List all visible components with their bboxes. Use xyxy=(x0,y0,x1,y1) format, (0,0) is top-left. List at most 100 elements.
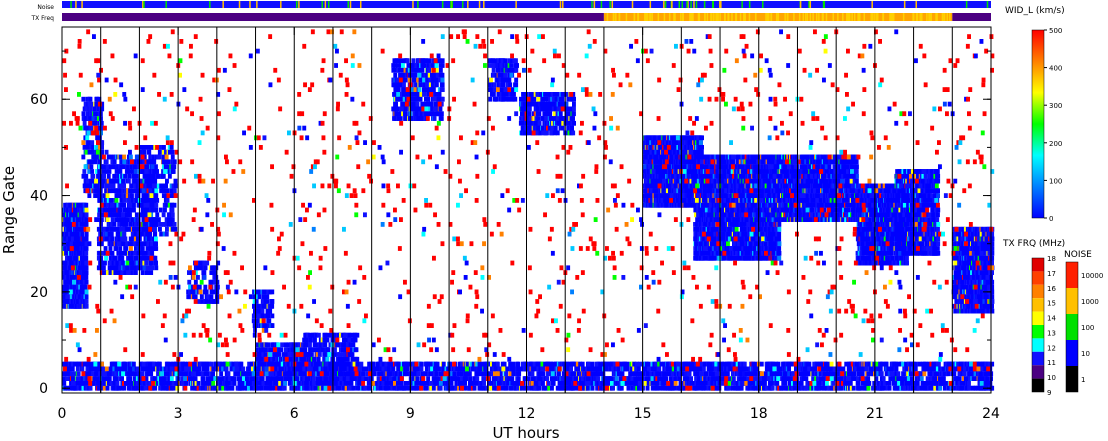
tx-freq-mark xyxy=(615,13,617,21)
tx-freq-mark xyxy=(871,13,874,21)
tx-freq-mark xyxy=(680,13,682,21)
data-cell xyxy=(107,188,112,194)
data-cell xyxy=(158,226,162,232)
data-cell xyxy=(214,275,219,280)
data-cell xyxy=(552,130,557,136)
data-cell xyxy=(503,72,508,78)
data-cell xyxy=(675,164,680,170)
data-cell xyxy=(394,101,398,107)
data-cell xyxy=(354,347,359,353)
data-cell xyxy=(193,270,198,275)
data-cell xyxy=(67,275,72,280)
data-cell xyxy=(97,212,102,218)
noise-strip-mark xyxy=(611,1,614,8)
data-cell xyxy=(146,270,151,275)
data-cell xyxy=(487,82,492,88)
data-cell xyxy=(644,178,649,184)
data-cell xyxy=(106,270,110,275)
data-cell xyxy=(504,77,509,83)
data-cell xyxy=(118,246,123,251)
data-cell xyxy=(127,207,132,213)
data-cell xyxy=(162,231,167,237)
data-cell xyxy=(70,217,75,222)
tx-freq-mark xyxy=(663,13,666,21)
data-cell xyxy=(312,342,317,348)
data-cell xyxy=(550,96,554,102)
data-cell xyxy=(432,116,437,121)
data-cell xyxy=(496,67,501,73)
data-cell xyxy=(284,347,289,353)
tx-freq-mark xyxy=(710,13,712,21)
data-cell xyxy=(159,231,164,237)
data-cell xyxy=(118,169,123,174)
data-cell xyxy=(105,193,110,198)
data-cell xyxy=(68,265,72,271)
noise-strip-mark xyxy=(678,1,681,8)
data-cell xyxy=(134,231,139,237)
data-cell xyxy=(538,130,543,136)
data-cell xyxy=(423,63,428,68)
data-cell xyxy=(268,356,273,362)
data-cell xyxy=(488,96,493,102)
data-cell xyxy=(265,294,270,300)
data-cell xyxy=(148,159,153,165)
data-cell xyxy=(267,318,272,324)
data-cell xyxy=(140,270,145,275)
data-cell xyxy=(268,371,273,377)
noise-strip-mark xyxy=(693,1,695,8)
data-cell xyxy=(394,106,399,112)
data-cell xyxy=(187,294,192,300)
data-cell xyxy=(648,193,653,198)
tx-freq-mark xyxy=(776,13,778,21)
data-cell xyxy=(156,217,161,222)
data-cell xyxy=(215,279,220,285)
tx-freq-mark xyxy=(674,13,676,21)
data-cell xyxy=(91,116,96,121)
data-cell xyxy=(396,87,401,92)
data-cell xyxy=(261,347,266,353)
data-cell xyxy=(496,58,501,64)
data-cell xyxy=(126,164,131,170)
data-cell xyxy=(402,87,407,92)
data-cell xyxy=(169,145,174,150)
data-cell xyxy=(114,270,119,275)
data-cell xyxy=(200,265,205,271)
data-cell xyxy=(489,77,493,83)
data-cell xyxy=(199,294,204,300)
data-cell xyxy=(527,111,532,117)
data-cell xyxy=(109,222,114,227)
data-cell xyxy=(521,92,526,97)
data-cell xyxy=(402,96,407,102)
data-cell xyxy=(170,222,175,227)
data-cell xyxy=(650,154,655,160)
noise-strip-mark xyxy=(238,1,241,8)
data-cell xyxy=(415,82,420,88)
data-cell xyxy=(108,164,113,170)
data-cell xyxy=(170,226,175,232)
data-cell xyxy=(212,299,217,304)
data-cell xyxy=(195,265,200,271)
data-cell xyxy=(418,77,423,83)
tx-freq-mark xyxy=(744,13,746,21)
data-cell xyxy=(112,178,117,184)
data-cell xyxy=(162,145,166,150)
data-cell xyxy=(105,217,110,222)
data-cell xyxy=(64,284,69,290)
data-cell xyxy=(161,169,165,174)
data-cell xyxy=(136,231,141,237)
data-cell xyxy=(136,250,141,256)
data-cell xyxy=(99,120,104,126)
data-cell xyxy=(547,125,552,131)
data-cell xyxy=(143,202,148,208)
data-cell xyxy=(263,361,268,367)
tx-freq-mark xyxy=(842,13,844,21)
data-cell xyxy=(91,178,96,184)
data-cell xyxy=(95,135,100,141)
data-cell xyxy=(121,188,126,194)
data-cell xyxy=(150,164,155,170)
data-cell xyxy=(132,202,136,208)
data-cell xyxy=(165,188,170,194)
data-cell xyxy=(251,313,256,319)
tx-freq-mark xyxy=(765,13,767,21)
noise-strip-mark xyxy=(324,1,327,8)
